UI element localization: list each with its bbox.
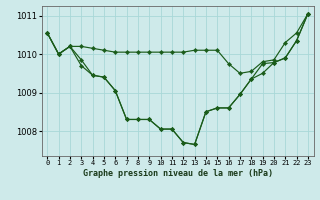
X-axis label: Graphe pression niveau de la mer (hPa): Graphe pression niveau de la mer (hPa) [83, 169, 273, 178]
